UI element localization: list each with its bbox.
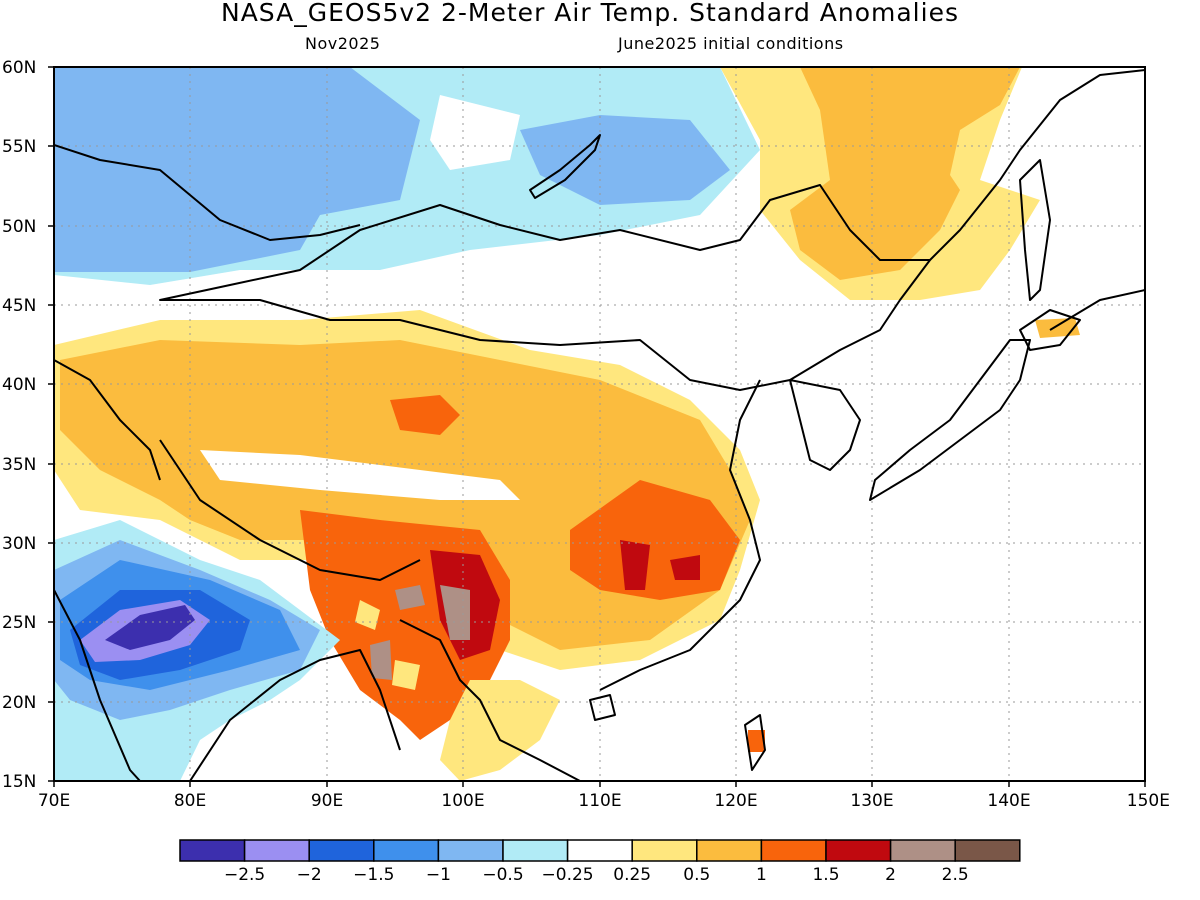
taiwan bbox=[744, 714, 766, 771]
colorbar-label: −1.5 bbox=[353, 865, 394, 885]
lat-label: 50N bbox=[2, 217, 36, 237]
anomaly-field bbox=[54, 67, 1145, 781]
hot-core-southeast bbox=[620, 540, 650, 590]
russia-far-east-coast bbox=[929, 69, 1145, 261]
lon-label: 70E bbox=[38, 791, 70, 811]
extreme-cold-anomaly bbox=[105, 605, 195, 650]
warm-anomaly-indochina bbox=[440, 680, 560, 781]
colorbar-swatch bbox=[954, 839, 1021, 862]
lat-label: 20N bbox=[2, 693, 36, 713]
cold-anomaly-baikal bbox=[520, 115, 730, 205]
warm-spot-taiwan bbox=[748, 730, 765, 752]
lat-label: 25N bbox=[2, 613, 36, 633]
sakhalin bbox=[1019, 159, 1051, 301]
colorbar-swatch bbox=[179, 839, 246, 862]
colorbar-label: 0.25 bbox=[613, 865, 651, 885]
lat-label: 60N bbox=[2, 58, 36, 78]
extreme-core-1 bbox=[440, 585, 470, 640]
colorbar-label: −2 bbox=[297, 865, 322, 885]
india-coast bbox=[54, 589, 141, 781]
longitude-labels: 70E 80E 90E 100E 110E 120E 130E 140E 150… bbox=[38, 791, 1170, 811]
chart-title: NASA_GEOS5v2 2-Meter Air Temp. Standard … bbox=[221, 0, 959, 27]
colorbar-swatch bbox=[373, 839, 440, 862]
colorbar-label: 2.5 bbox=[942, 865, 969, 885]
latitude-labels: 60N 55N 50N 45N 40N 35N 30N 25N 20N 15N bbox=[2, 58, 36, 792]
lon-label: 80E bbox=[174, 791, 206, 811]
colorbar-swatch bbox=[760, 839, 827, 862]
lon-label: 100E bbox=[441, 791, 484, 811]
colorbar-swatch bbox=[243, 839, 310, 862]
warm-patch-1 bbox=[355, 600, 380, 630]
colorbar-label: 1 bbox=[756, 865, 767, 885]
hot-core-southeast-2 bbox=[670, 555, 700, 580]
colorbar-swatch bbox=[566, 839, 633, 862]
lake-baikal bbox=[529, 134, 601, 199]
colorbar-label: 2 bbox=[885, 865, 896, 885]
indochina-border bbox=[399, 619, 581, 781]
colorbar-swatch bbox=[502, 839, 569, 862]
colorbar-label: −2.5 bbox=[224, 865, 265, 885]
russia-kazakhstan-border bbox=[54, 144, 361, 241]
colorbar: −2.5 −2 −1.5 −1 −0.5 −0.25 0.25 0.5 1 1.5 2 2.5 bbox=[179, 839, 1021, 885]
lon-label: 140E bbox=[987, 791, 1030, 811]
colorbar-swatch bbox=[825, 839, 892, 862]
lat-label: 30N bbox=[2, 534, 36, 554]
coastlines-borders bbox=[54, 69, 1145, 781]
lon-label: 120E bbox=[714, 791, 757, 811]
colorbar-label: −0.5 bbox=[482, 865, 523, 885]
graticule bbox=[54, 67, 1145, 781]
colorbar-swatch bbox=[696, 839, 763, 862]
colorbar-swatch bbox=[889, 839, 956, 862]
korea-peninsula bbox=[789, 379, 861, 471]
lon-label: 90E bbox=[311, 791, 343, 811]
lat-label: 45N bbox=[2, 296, 36, 316]
himalaya-border bbox=[159, 439, 421, 581]
hainan bbox=[589, 694, 616, 721]
white-gap-north bbox=[430, 95, 520, 170]
kamchatka-coast bbox=[1049, 289, 1145, 331]
lon-label: 150E bbox=[1127, 791, 1170, 811]
japan-honshu bbox=[869, 339, 1031, 501]
lat-label: 40N bbox=[2, 375, 36, 395]
colorbar-label: 1.5 bbox=[812, 865, 839, 885]
forecast-month: Nov2025 bbox=[305, 34, 381, 53]
colorbar-swatch bbox=[437, 839, 504, 862]
lat-label: 15N bbox=[2, 772, 36, 792]
colorbar-label: −1 bbox=[426, 865, 451, 885]
cold-anomaly-northwest bbox=[54, 67, 420, 272]
white-band-tarim bbox=[200, 450, 520, 500]
lon-label: 130E bbox=[850, 791, 893, 811]
initial-conditions: June2025 initial conditions bbox=[618, 34, 844, 53]
central-asia-border bbox=[54, 359, 161, 481]
colorbar-swatch bbox=[308, 839, 375, 862]
warm-spot-qinghai bbox=[390, 395, 460, 435]
lat-label: 35N bbox=[2, 455, 36, 475]
bay-of-bengal-coast bbox=[189, 649, 401, 781]
colorbar-label: 0.5 bbox=[683, 865, 710, 885]
japan-hokkaido bbox=[1019, 309, 1081, 351]
east-china-coast bbox=[599, 379, 761, 691]
lat-label: 55N bbox=[2, 137, 36, 157]
axis-ticks bbox=[48, 66, 1146, 787]
lon-label: 110E bbox=[578, 791, 621, 811]
colorbar-label: −0.25 bbox=[542, 865, 594, 885]
colorbar-swatch bbox=[631, 839, 698, 862]
warm-patch-2 bbox=[392, 660, 420, 690]
extreme-core-2 bbox=[395, 585, 425, 610]
extreme-core-3 bbox=[370, 640, 392, 680]
